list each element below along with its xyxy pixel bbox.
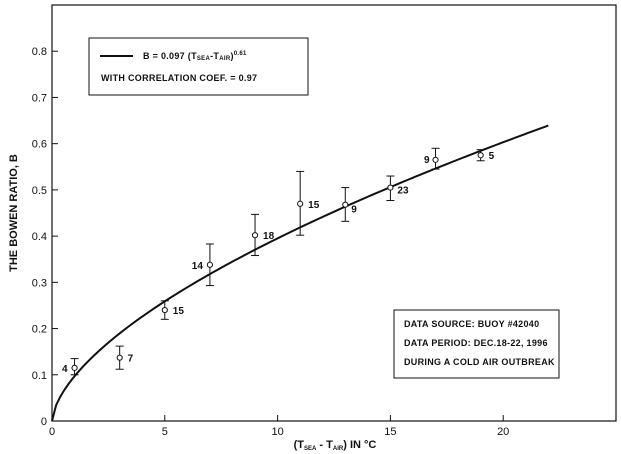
data-source-line2: DATA PERIOD: DEC.18-22, 1996: [404, 338, 548, 348]
data-point: 9: [424, 147, 440, 170]
point-count-label: 4: [62, 364, 68, 375]
data-point: 23: [386, 175, 409, 202]
point-count-label: 15: [173, 306, 185, 317]
data-marker: [206, 261, 214, 268]
y-tick-label: 0.7: [32, 92, 47, 104]
y-tick-label: 0.5: [32, 185, 47, 197]
point-count-label: 9: [424, 155, 430, 166]
legend-formula-suffix: ): [230, 51, 233, 61]
x-axis-title-mid: - T: [316, 439, 333, 451]
point-count-label: 15: [308, 200, 320, 211]
x-axis-title-air-sub: AIR: [333, 446, 344, 452]
data-marker: [342, 201, 349, 208]
data-point: 14: [192, 243, 214, 287]
x-tick-label: 20: [497, 426, 509, 438]
data-marker: [432, 156, 439, 163]
legend-formula-prefix: B = 0.097 (T: [143, 51, 197, 61]
data-point: 18: [251, 213, 275, 257]
plot-frame: [51, 4, 617, 422]
point-count-label: 23: [397, 186, 409, 197]
legend-formula-air-sub: AIR: [219, 56, 231, 62]
data-marker: [477, 152, 484, 159]
y-tick-label: 0.1: [32, 370, 47, 382]
x-axis-title-open: (T: [294, 439, 305, 451]
data-marker: [161, 306, 168, 314]
data-point: 15: [160, 300, 185, 320]
y-axis-ticks: 0 0.1 0.2 0.3 0.4 0.5 0.6 0.7 0.8: [32, 46, 58, 428]
legend-formula: B = 0.097 (TSEA-TAIR)0.61: [143, 51, 247, 62]
x-tick-label: 5: [162, 426, 168, 438]
point-count-label: 7: [128, 354, 134, 365]
point-count-label: 9: [351, 205, 357, 216]
legend-frame: [88, 37, 309, 96]
legend-formula-minus: -T: [210, 51, 219, 61]
data-point: 4: [62, 358, 79, 376]
data-marker: [116, 354, 123, 361]
y-tick-label: 0.3: [32, 277, 47, 289]
y-tick-label: 0.8: [32, 46, 47, 58]
data-marker: [387, 184, 394, 191]
data-source-box: DATA SOURCE: BUOY #42040 DATA PERIOD: DE…: [393, 309, 560, 379]
data-source-line1: DATA SOURCE: BUOY #42040: [404, 319, 539, 329]
x-tick-label: 0: [49, 426, 55, 438]
data-points: 4 7 15 14 18 15 9 23 9 5: [62, 147, 495, 376]
x-axis-title-close: ) IN °C: [343, 439, 376, 451]
x-tick-label: 10: [271, 426, 283, 438]
y-tick-label: 0.4: [32, 231, 47, 243]
point-count-label: 5: [489, 151, 495, 162]
legend-formula-sea-sub: SEA: [197, 56, 211, 62]
legend-correlation: WITH CORRELATION COEF. = 0.97: [101, 73, 257, 83]
legend-formula-exponent: 0.61: [234, 51, 247, 57]
data-source-line3: DURING A COLD AIR OUTBREAK: [404, 357, 555, 367]
x-axis-title: (TSEA - TAIR) IN °C: [294, 439, 377, 452]
data-marker: [71, 364, 78, 371]
data-point: 9: [341, 187, 357, 222]
data-point: 7: [115, 345, 134, 370]
y-axis-title: THE BOWEN RATIO, B: [8, 154, 20, 272]
data-point: 5: [476, 149, 495, 162]
y-tick-label: 0.6: [32, 139, 47, 151]
data-marker: [297, 200, 304, 207]
point-count-label: 14: [192, 261, 204, 272]
data-source-frame: [393, 309, 560, 379]
data-marker: [251, 232, 259, 239]
data-point: 15: [296, 170, 320, 236]
x-axis-title-sea-sub: SEA: [304, 446, 317, 452]
y-tick-label: 0: [41, 416, 47, 428]
point-count-label: 18: [263, 231, 275, 242]
x-tick-label: 15: [384, 426, 396, 438]
y-tick-label: 0.2: [32, 324, 47, 336]
x-axis-ticks: 0 5 10 15 20: [49, 415, 509, 438]
legend-box: B = 0.097 (TSEA-TAIR)0.61 WITH CORRELATI…: [88, 37, 309, 96]
